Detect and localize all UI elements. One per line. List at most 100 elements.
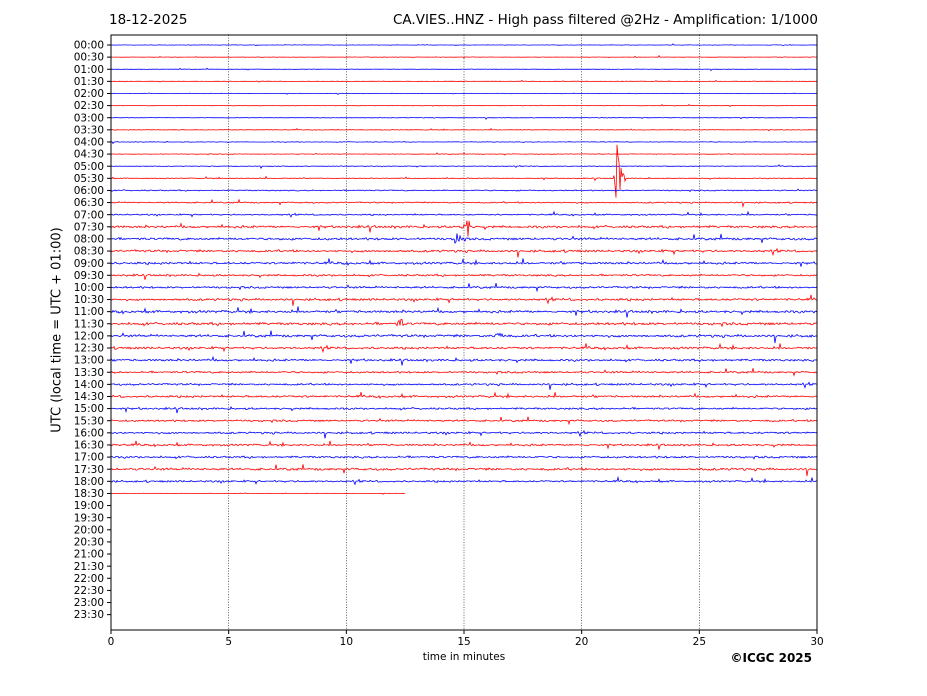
trace-13:30 [110,368,818,377]
y-tick-label-19:30: 19:30 [74,512,104,524]
y-tick-label-05:00: 05:00 [74,161,104,173]
y-tick-label-00:00: 00:00 [74,40,104,52]
x-gridlines [228,35,700,630]
trace-07:30 [110,220,818,237]
trace-01:30 [110,79,818,83]
y-tick-label-01:00: 01:00 [74,64,104,76]
y-tick-label-15:30: 15:30 [74,415,104,427]
trace-12:30 [110,342,818,354]
y-tick-label-19:00: 19:00 [74,500,104,512]
x-tick-label-0: 0 [108,636,115,648]
y-tick-label-13:00: 13:00 [74,355,104,367]
y-tick-label-18:30: 18:30 [74,488,104,500]
x-tick-label-25: 25 [693,636,706,648]
y-axis-ticks: 00:0000:3001:0001:3002:0002:3003:0003:30… [74,40,111,621]
y-tick-label-04:30: 04:30 [74,149,104,161]
trace-06:00 [110,188,818,193]
y-tick-label-17:30: 17:30 [74,464,104,476]
trace-02:00 [111,92,818,96]
y-tick-label-22:30: 22:30 [74,585,104,597]
y-tick-label-01:30: 01:30 [74,76,104,88]
y-tick-label-21:00: 21:00 [74,549,104,561]
y-tick-label-07:00: 07:00 [74,209,104,221]
trace-00:00 [110,43,818,47]
y-tick-label-23:30: 23:30 [74,609,104,621]
y-tick-label-12:00: 12:00 [74,330,104,342]
y-tick-label-16:30: 16:30 [74,440,104,452]
trace-01:00 [110,67,818,72]
trace-17:00 [110,455,818,460]
y-tick-label-20:30: 20:30 [74,537,104,549]
trace-10:00 [110,283,818,293]
trace-04:00 [110,140,818,145]
trace-09:30 [110,272,818,280]
trace-05:00 [110,164,818,169]
copyright-notice: ©ICGC 2025 [730,651,812,665]
trace-13:00 [110,355,818,366]
y-tick-label-07:30: 07:30 [74,221,104,233]
y-tick-label-02:30: 02:30 [74,100,104,112]
y-tick-label-16:00: 16:00 [74,427,104,439]
trace-06:30 [110,198,818,208]
x-tick-label-15: 15 [457,636,470,648]
y-tick-label-10:00: 10:00 [74,282,104,294]
y-tick-label-23:00: 23:00 [74,597,104,609]
y-tick-label-06:00: 06:00 [74,185,104,197]
trace-18:30 [110,492,406,495]
trace-03:30 [110,127,818,132]
y-tick-label-17:00: 17:00 [74,452,104,464]
trace-09:00 [110,257,818,267]
trace-17:30 [110,464,818,476]
y-tick-label-09:30: 09:30 [74,270,104,282]
trace-11:30 [110,318,818,328]
y-tick-label-08:00: 08:00 [74,234,104,246]
y-tick-label-06:30: 06:30 [74,197,104,209]
trace-00:30 [110,54,818,59]
y-tick-label-03:00: 03:00 [74,112,104,124]
y-tick-label-02:00: 02:00 [74,88,104,100]
y-tick-label-13:30: 13:30 [74,367,104,379]
y-tick-label-10:30: 10:30 [74,294,104,306]
y-tick-label-14:00: 14:00 [74,379,104,391]
x-tick-label-5: 5 [225,636,232,648]
trace-14:00 [110,381,818,390]
trace-18:00 [110,475,817,486]
y-tick-label-08:30: 08:30 [74,246,104,258]
y-tick-label-11:00: 11:00 [74,306,104,318]
y-tick-label-22:00: 22:00 [74,573,104,585]
y-tick-label-05:30: 05:30 [74,173,104,185]
y-tick-label-04:00: 04:00 [74,137,104,149]
trace-14:30 [111,391,818,400]
y-tick-label-12:30: 12:30 [74,343,104,355]
trace-03:00 [110,116,817,120]
trace-16:00 [110,429,818,439]
trace-08:00 [110,233,818,244]
x-tick-label-10: 10 [340,636,353,648]
chart-date: 18-12-2025 [109,12,188,28]
x-tick-label-30: 30 [810,636,823,648]
trace-05:30 [110,144,818,198]
trace-15:00 [110,405,818,414]
trace-11:00 [110,306,818,318]
trace-15:30 [110,416,818,426]
chart-title: CA.VIES..HNZ - High pass filtered @2Hz -… [393,12,818,28]
trace-07:00 [110,210,818,218]
y-tick-label-00:30: 00:30 [74,52,104,64]
trace-16:30 [110,440,818,450]
x-tick-label-20: 20 [575,636,588,648]
trace-10:30 [110,294,818,306]
seismic-traces [110,43,818,495]
y-tick-label-21:30: 21:30 [74,561,104,573]
trace-12:00 [110,330,818,344]
y-tick-label-11:30: 11:30 [74,318,104,330]
x-axis-label: time in minutes [422,651,506,663]
y-tick-label-14:30: 14:30 [74,391,104,403]
trace-08:30 [110,247,818,258]
y-tick-label-15:00: 15:00 [74,403,104,415]
y-tick-label-09:00: 09:00 [74,258,104,270]
y-tick-label-18:00: 18:00 [74,476,104,488]
trace-02:30 [110,103,817,108]
y-tick-label-03:30: 03:30 [74,124,104,136]
trace-04:30 [110,152,818,156]
